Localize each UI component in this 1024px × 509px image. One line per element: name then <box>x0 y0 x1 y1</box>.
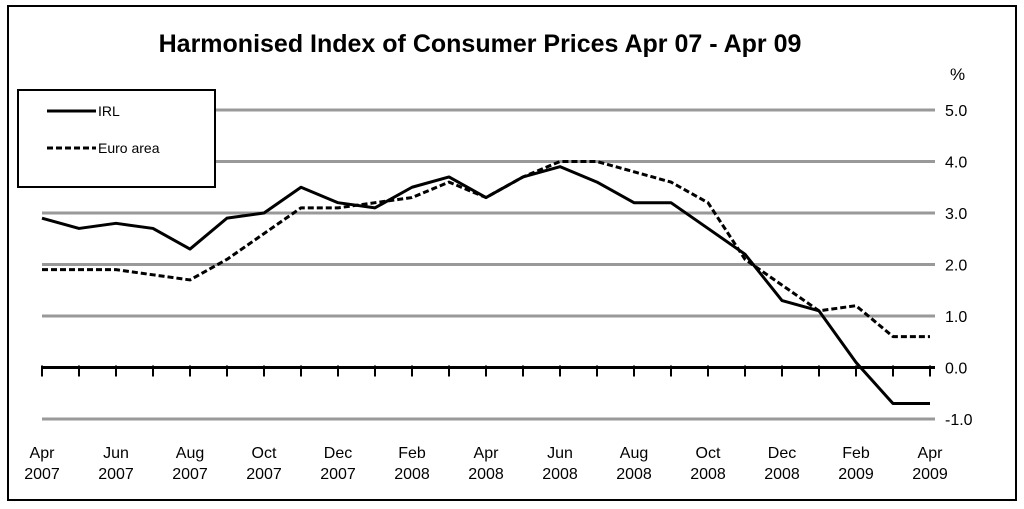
x-tick-label-line: Feb <box>842 445 870 462</box>
x-tick-label-line: 2009 <box>838 466 874 483</box>
legend-label: Euro area <box>98 140 160 156</box>
x-tick-label-line: Dec <box>768 445 796 462</box>
x-tick-label-line: 2007 <box>24 466 60 483</box>
x-tick-label: Apr 2009 <box>912 445 948 483</box>
y-tick-label: 0.0 <box>945 361 967 378</box>
x-tick-label: Jun 2007 <box>98 445 134 483</box>
x-tick-label-line: 2008 <box>690 466 726 483</box>
y-axis-label: % <box>950 65 965 84</box>
x-tick-label-line: Feb <box>398 445 426 462</box>
x-tick-label-line: Jun <box>547 445 573 462</box>
x-tick-label-line: 2007 <box>320 466 356 483</box>
y-tick-label: -1.0 <box>945 412 973 429</box>
x-tick-label-line: 2008 <box>764 466 800 483</box>
x-tick-label-line: Oct <box>696 445 721 462</box>
x-tick-label: Apr 2008 <box>468 445 504 483</box>
x-tick-label-line: 2009 <box>912 466 948 483</box>
y-tick-label: 1.0 <box>945 309 967 326</box>
x-tick-label-line: 2007 <box>98 466 134 483</box>
x-tick-label-line: Aug <box>620 445 648 462</box>
x-tick-label-line: Apr <box>30 445 56 462</box>
x-tick-label: Aug 2008 <box>616 445 652 483</box>
series-line <box>42 160 930 339</box>
y-tick-label: 2.0 <box>945 258 967 275</box>
x-tick-label-line: Aug <box>176 445 204 462</box>
x-tick-label: Oct 2008 <box>690 445 726 483</box>
y-tick-label: 3.0 <box>945 206 967 223</box>
chart-title: Harmonised Index of Consumer Prices Apr … <box>159 30 802 58</box>
x-tick-label-line: Apr <box>474 445 500 462</box>
x-tick-label: Jun 2008 <box>542 445 578 483</box>
legend-label: IRL <box>98 103 120 119</box>
x-tick-label-line: 2008 <box>394 466 430 483</box>
x-tick-label-line: 2007 <box>172 466 208 483</box>
x-tick-label-line: 2008 <box>542 466 578 483</box>
legend: IRL Euro area <box>17 89 216 188</box>
x-tick-label: Apr 2007 <box>24 445 60 483</box>
x-tick-label-line: 2007 <box>246 466 282 483</box>
x-tick-label-line: Dec <box>324 445 352 462</box>
y-tick-label: 4.0 <box>945 155 967 172</box>
x-tick-label: Aug 2007 <box>172 445 208 483</box>
x-tick-label: Feb 2008 <box>394 445 430 483</box>
x-tick-label-line: Apr <box>918 445 944 462</box>
x-tick-label-line: 2008 <box>468 466 504 483</box>
x-tick-label-line: Jun <box>103 445 129 462</box>
x-tick-label-line: 2008 <box>616 466 652 483</box>
x-tick-label: Feb 2009 <box>838 445 874 483</box>
x-tick-label-line: Oct <box>252 445 277 462</box>
legend-box <box>17 89 216 188</box>
x-tick-label: Dec 2008 <box>764 445 800 483</box>
x-tick-label: Dec 2007 <box>320 445 356 483</box>
chart-frame <box>7 5 1017 501</box>
x-tick-label: Oct 2007 <box>246 445 282 483</box>
y-tick-label: 5.0 <box>945 103 967 120</box>
